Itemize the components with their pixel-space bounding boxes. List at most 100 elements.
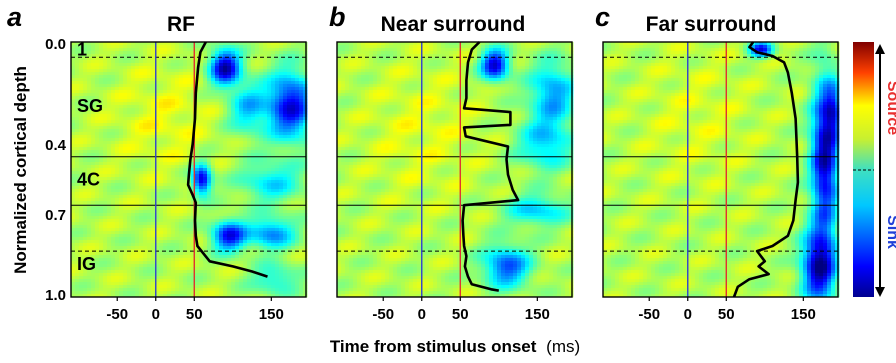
heatmap-cell xyxy=(99,69,104,73)
heatmap-cell xyxy=(211,195,216,199)
heatmap-cell xyxy=(103,117,108,121)
heatmap-cell xyxy=(183,63,188,67)
heatmap-cell xyxy=(187,243,192,247)
heatmap-cell xyxy=(115,201,120,205)
heatmap-cell xyxy=(259,177,264,181)
heatmap-cell xyxy=(231,60,236,64)
heatmap-cell xyxy=(207,273,212,277)
heatmap-cell xyxy=(167,87,172,91)
heatmap-cell xyxy=(259,159,264,163)
heatmap-cell xyxy=(131,72,136,76)
heatmap-cell xyxy=(175,258,180,262)
heatmap-cell xyxy=(287,267,292,271)
heatmap-cell xyxy=(71,144,76,148)
heatmap-cell xyxy=(255,231,260,235)
heatmap-cell xyxy=(287,54,292,58)
heatmap-cell xyxy=(283,246,288,250)
heatmap-cell xyxy=(79,102,84,106)
heatmap-cell xyxy=(255,258,260,262)
heatmap-cell xyxy=(151,78,156,82)
heatmap-cell xyxy=(167,75,172,79)
heatmap-cell xyxy=(171,231,176,235)
heatmap-cell xyxy=(239,228,244,232)
heatmap-cell xyxy=(79,216,84,220)
heatmap-cell xyxy=(207,225,212,229)
heatmap-cell xyxy=(227,126,232,130)
heatmap-cell xyxy=(179,87,184,91)
heatmap-cell xyxy=(215,273,220,277)
heatmap-cell xyxy=(295,276,300,280)
heatmap-cell xyxy=(231,159,236,163)
heatmap-cell xyxy=(295,75,300,79)
heatmap-cell xyxy=(227,48,232,52)
heatmap-cell xyxy=(171,135,176,139)
heatmap-cell xyxy=(267,57,272,61)
heatmap-cell xyxy=(71,291,76,295)
heatmap-cell xyxy=(199,192,204,196)
heatmap-cell xyxy=(283,234,288,238)
heatmap-cell xyxy=(99,102,104,106)
heatmap-cell xyxy=(267,222,272,226)
heatmap-cell xyxy=(215,138,220,142)
heatmap-cell xyxy=(139,177,144,181)
heatmap-cell xyxy=(175,51,180,55)
heatmap-cell xyxy=(291,63,296,67)
heatmap-cell xyxy=(271,75,276,79)
heatmap-cell xyxy=(195,168,200,172)
heatmap-cell xyxy=(195,138,200,142)
heatmap-cell xyxy=(247,282,252,286)
heatmap-cell xyxy=(167,252,172,256)
heatmap-cell xyxy=(295,216,300,220)
heatmap-cell xyxy=(227,270,232,274)
heatmap-cell xyxy=(91,171,96,175)
heatmap-cell xyxy=(87,165,92,169)
heatmap-cell xyxy=(203,51,208,55)
heatmap-cell xyxy=(239,105,244,109)
heatmap-cell xyxy=(291,114,296,118)
heatmap-cell xyxy=(175,201,180,205)
heatmap-cell xyxy=(103,180,108,184)
heatmap-cell xyxy=(195,129,200,133)
heatmap-cell xyxy=(231,183,236,187)
heatmap-cell xyxy=(135,183,140,187)
heatmap-cell xyxy=(199,195,204,199)
heatmap-cell xyxy=(95,90,100,94)
heatmap-cell xyxy=(223,261,228,265)
heatmap-cell xyxy=(211,150,216,154)
heatmap-cell xyxy=(255,240,260,244)
heatmap-cell xyxy=(259,114,264,118)
heatmap-cell xyxy=(139,285,144,289)
heatmap-cell xyxy=(203,246,208,250)
heatmap-cell xyxy=(287,99,292,103)
heatmap-cell xyxy=(167,90,172,94)
heatmap-cell xyxy=(235,279,240,283)
heatmap-cell xyxy=(171,153,176,157)
heatmap-cell xyxy=(91,81,96,85)
heatmap-cell xyxy=(243,252,248,256)
heatmap-cell xyxy=(183,105,188,109)
heatmap-cell xyxy=(175,288,180,292)
heatmap-cell xyxy=(243,234,248,238)
heatmap-cell xyxy=(295,111,300,115)
heatmap-cell xyxy=(163,270,168,274)
heatmap-cell xyxy=(283,207,288,211)
heatmap-cell xyxy=(175,108,180,112)
heatmap-cell xyxy=(279,141,284,145)
heatmap-cell xyxy=(119,126,124,130)
heatmap-cell xyxy=(151,102,156,106)
heatmap-cell xyxy=(83,108,88,112)
heatmap-cell xyxy=(191,174,196,178)
heatmap-cell xyxy=(111,276,116,280)
heatmap-cell xyxy=(259,111,264,115)
heatmap-cell xyxy=(291,45,296,49)
heatmap-cell xyxy=(159,144,164,148)
heatmap-cell xyxy=(271,195,276,199)
heatmap-cell xyxy=(183,135,188,139)
heatmap-cell xyxy=(271,279,276,283)
heatmap-cell xyxy=(83,51,88,55)
heatmap-cell xyxy=(235,234,240,238)
heatmap-cell xyxy=(119,99,124,103)
heatmap-cell xyxy=(215,99,220,103)
heatmap-cell xyxy=(163,168,168,172)
heatmap-cell xyxy=(183,237,188,241)
